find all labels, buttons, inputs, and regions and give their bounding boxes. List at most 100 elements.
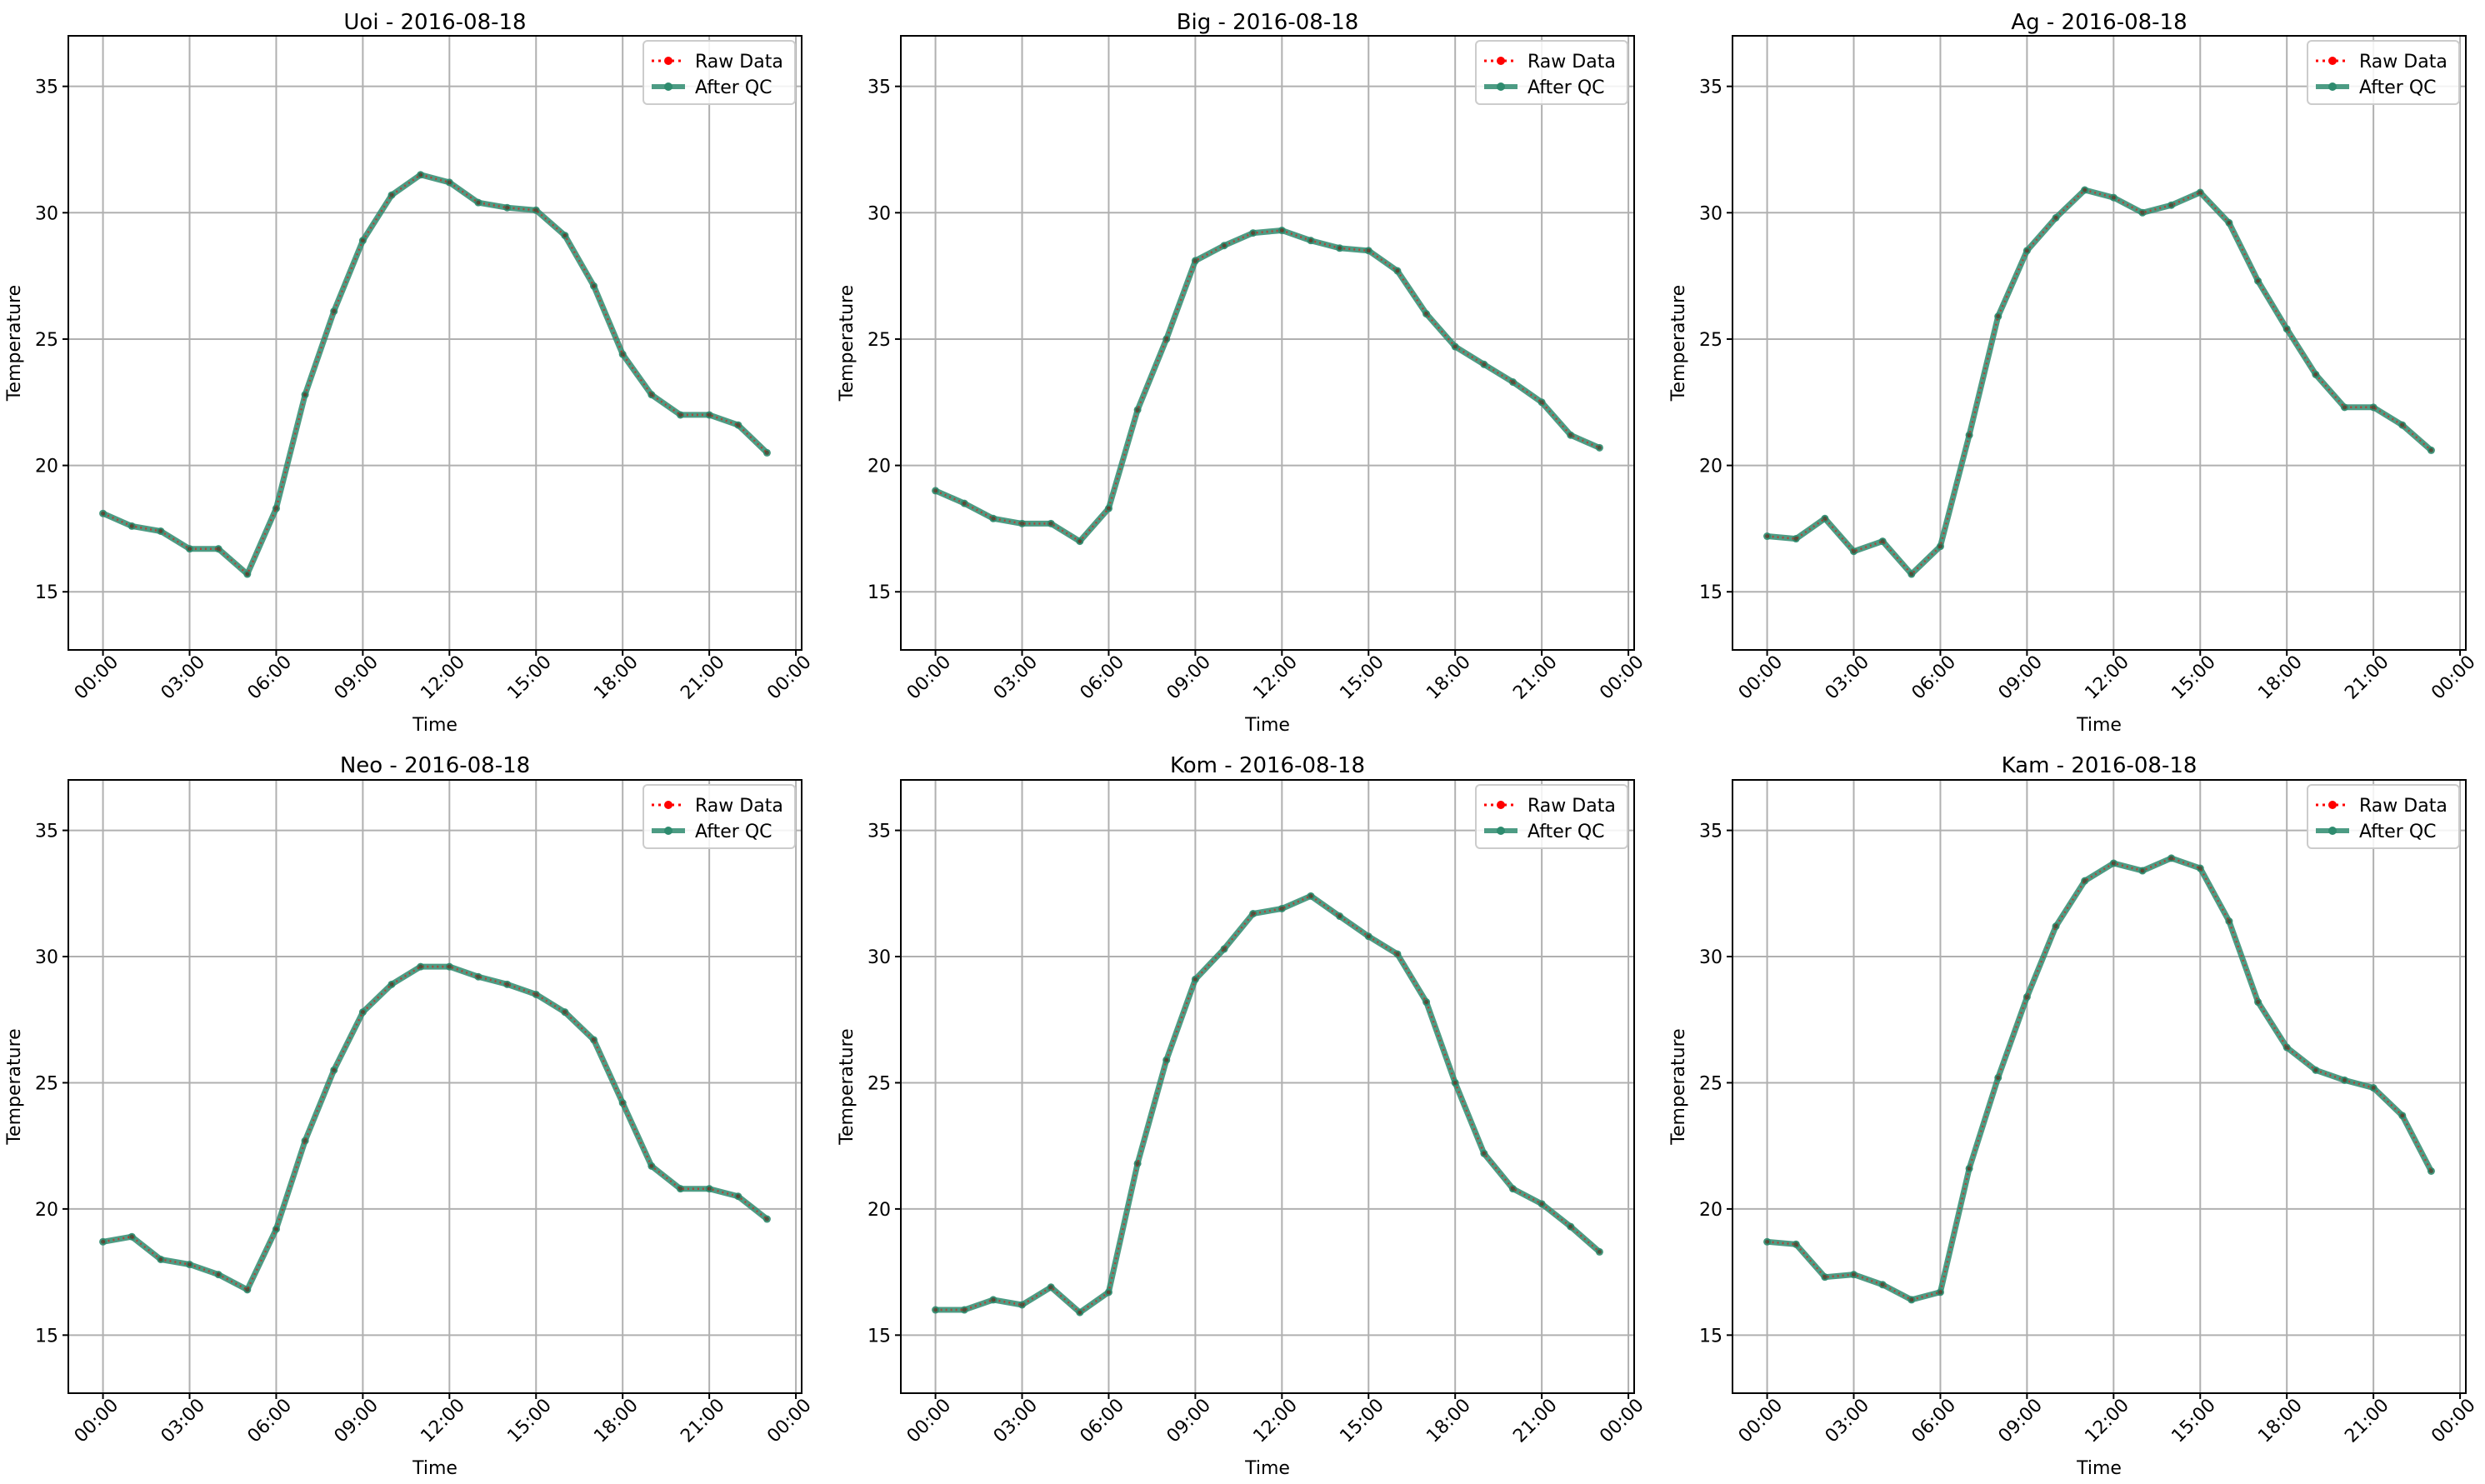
y-tick-label: 15 xyxy=(1699,582,1722,603)
y-tick-label: 20 xyxy=(1699,1200,1722,1221)
data-point-raw-data xyxy=(1510,1187,1515,1192)
legend-marker-raw-data xyxy=(2328,801,2337,809)
data-point-raw-data xyxy=(302,392,308,397)
data-point-raw-data xyxy=(2169,202,2174,207)
y-tick-label: 15 xyxy=(1699,1326,1722,1347)
data-point-raw-data xyxy=(2024,994,2029,999)
data-point-raw-data xyxy=(216,1272,221,1277)
legend-label-after-qc: After QC xyxy=(695,77,772,98)
axes-frame xyxy=(900,35,1635,651)
y-tick-label: 20 xyxy=(868,457,891,477)
y-tick-label: 20 xyxy=(868,1200,891,1221)
x-tick-label: 06:00 xyxy=(1077,652,1129,704)
y-tick-label: 20 xyxy=(35,1200,58,1221)
data-point-raw-data xyxy=(620,1101,625,1106)
x-tick-label: 18:00 xyxy=(1422,652,1475,704)
data-point-raw-data xyxy=(1597,1249,1602,1254)
y-tick-label: 25 xyxy=(1699,1073,1722,1094)
data-point-raw-data xyxy=(2342,405,2347,410)
data-point-raw-data xyxy=(620,352,625,357)
legend-label-raw-data: Raw Data xyxy=(1528,796,1616,817)
data-point-raw-data xyxy=(1852,549,1857,554)
series-line-raw-data xyxy=(1767,188,2432,576)
chart-title: Big - 2016-08-18 xyxy=(1177,10,1359,35)
data-point-raw-data xyxy=(1135,407,1140,412)
subplot-2: 00:00 03:00 06:00 09:00 12:00 15:00 18:00 21:00… xyxy=(1668,10,2480,736)
x-tick-label: 03:00 xyxy=(158,652,210,704)
data-point-raw-data xyxy=(1765,534,1770,539)
data-point-raw-data xyxy=(1279,906,1284,911)
data-point-raw-data xyxy=(707,1187,712,1192)
x-tick-label: 00:00 xyxy=(71,652,123,704)
legend: Raw Data After QC xyxy=(642,40,796,105)
data-point-raw-data xyxy=(1164,337,1169,342)
axes-frame xyxy=(1732,779,2467,1394)
data-point-raw-data xyxy=(389,982,394,987)
data-point-raw-data xyxy=(1395,268,1400,273)
x-tick-label: 00:00 xyxy=(2428,1395,2480,1447)
x-tick-label: 18:00 xyxy=(1422,1395,1475,1447)
data-point-raw-data xyxy=(1452,1080,1458,1085)
subplot-1: 00:00 03:00 06:00 09:00 12:00 15:00 18:00 21:00… xyxy=(837,10,1648,736)
data-point-raw-data xyxy=(1793,537,1798,542)
chart-title: Kom - 2016-08-18 xyxy=(1170,753,1365,778)
data-point-raw-data xyxy=(2053,924,2058,929)
legend-marker-after-qc xyxy=(1497,827,1505,835)
series-line-after-qc xyxy=(1767,855,2434,1303)
data-point-raw-data xyxy=(933,488,938,493)
data-point-raw-data xyxy=(2313,372,2318,377)
x-tick-label: 21:00 xyxy=(1509,652,1562,704)
data-point-raw-data xyxy=(332,309,337,314)
x-tick-label: 00:00 xyxy=(1596,1395,1648,1447)
y-axis-label: Temperature xyxy=(837,1028,858,1145)
series-line-raw-data xyxy=(102,173,768,577)
data-point-raw-data xyxy=(389,192,394,197)
data-point-raw-data xyxy=(2227,919,2232,924)
data-point-raw-data xyxy=(1510,380,1515,385)
x-tick-label: 18:00 xyxy=(2254,1395,2307,1447)
legend-label-after-qc: After QC xyxy=(2359,77,2437,98)
data-point-raw-data xyxy=(1424,312,1429,317)
x-tick-label: 00:00 xyxy=(71,1395,123,1447)
x-tick-label: 06:00 xyxy=(244,652,297,704)
y-tick-label: 35 xyxy=(35,77,58,98)
x-axis-label: Time xyxy=(1244,715,1290,736)
data-point-raw-data xyxy=(764,1217,769,1222)
x-tick-label: 09:00 xyxy=(1163,652,1216,704)
data-point-raw-data xyxy=(562,233,568,238)
data-point-raw-data xyxy=(129,523,134,528)
axes-frame xyxy=(68,35,802,651)
data-point-raw-data xyxy=(1793,1242,1798,1247)
data-point-raw-data xyxy=(1967,1166,1972,1171)
data-point-raw-data xyxy=(360,1010,365,1015)
data-point-raw-data xyxy=(2284,327,2289,332)
data-point-raw-data xyxy=(447,180,452,185)
legend-label-after-qc: After QC xyxy=(2359,822,2437,842)
data-point-raw-data xyxy=(649,392,654,397)
x-tick-label: 21:00 xyxy=(677,1395,729,1447)
series-line-after-qc xyxy=(102,963,769,1293)
data-point-raw-data xyxy=(649,1163,654,1168)
data-point-raw-data xyxy=(158,528,163,533)
data-point-raw-data xyxy=(1366,934,1371,939)
data-point-raw-data xyxy=(1482,362,1487,367)
data-point-raw-data xyxy=(1279,228,1284,233)
data-point-raw-data xyxy=(2313,1067,2318,1072)
y-tick-label: 25 xyxy=(868,1073,891,1094)
y-tick-label: 25 xyxy=(868,330,891,351)
data-point-raw-data xyxy=(245,1287,250,1292)
data-point-raw-data xyxy=(476,200,481,205)
data-point-raw-data xyxy=(2082,878,2088,883)
data-point-raw-data xyxy=(1251,231,1256,236)
data-point-raw-data xyxy=(101,511,106,516)
data-point-raw-data xyxy=(1020,1302,1025,1307)
data-point-raw-data xyxy=(1597,445,1602,450)
series-line-after-qc xyxy=(935,892,1602,1316)
data-point-raw-data xyxy=(933,1307,938,1312)
y-tick-label: 30 xyxy=(1699,203,1722,224)
data-point-raw-data xyxy=(2169,856,2174,861)
data-point-raw-data xyxy=(991,516,996,521)
data-point-raw-data xyxy=(1395,952,1400,957)
data-point-raw-data xyxy=(2227,220,2232,225)
